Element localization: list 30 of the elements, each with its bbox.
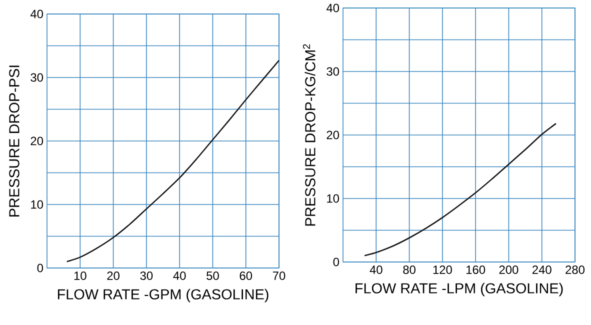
y-axis-title: PRESSURE DROP-KG/CM$^{2}$: [302, 44, 316, 226]
y-tick-label: 20: [326, 130, 340, 140]
x-tick-label: 80: [403, 266, 416, 274]
x-tick-label: 40: [370, 266, 382, 274]
x-tick-label: 60: [240, 272, 252, 280]
x-tick-label: 30: [140, 272, 153, 280]
x-tick-label: 40: [173, 272, 186, 280]
line-series: [364, 122, 557, 256]
y-tick-label: 10: [31, 200, 44, 209]
x-axis-title: FLOW RATE -LPM (GASOLINE): [356, 282, 563, 296]
x-tick-label: 50: [206, 272, 219, 280]
y-tick-label: 40: [326, 4, 340, 12]
y-tick-label: 40: [30, 10, 44, 18]
y-tick-label: 30: [326, 67, 340, 76]
x-tick-label: 20: [107, 272, 120, 280]
x-tick-label: 240: [532, 266, 552, 274]
x-tick-label: 280: [566, 266, 585, 274]
x-tick-label: 120: [433, 266, 452, 274]
x-tick-label: 10: [74, 272, 86, 280]
x-tick-label: 160: [466, 266, 486, 274]
y-tick-label: 20: [30, 136, 44, 146]
y-tick-label: 10: [327, 194, 340, 203]
line-series: [66, 60, 280, 262]
x-tick-label: 200: [499, 266, 518, 274]
y-tick-label: 0: [333, 258, 340, 266]
x-tick-label: 70: [272, 272, 286, 280]
y-axis-title: PRESSURE DROP-PSI: [9, 66, 20, 216]
y-tick-label: 0: [37, 264, 44, 272]
x-axis-title: FLOW RATE -GPM (GASOLINE): [58, 288, 268, 302]
y-tick-label: 30: [30, 73, 44, 82]
